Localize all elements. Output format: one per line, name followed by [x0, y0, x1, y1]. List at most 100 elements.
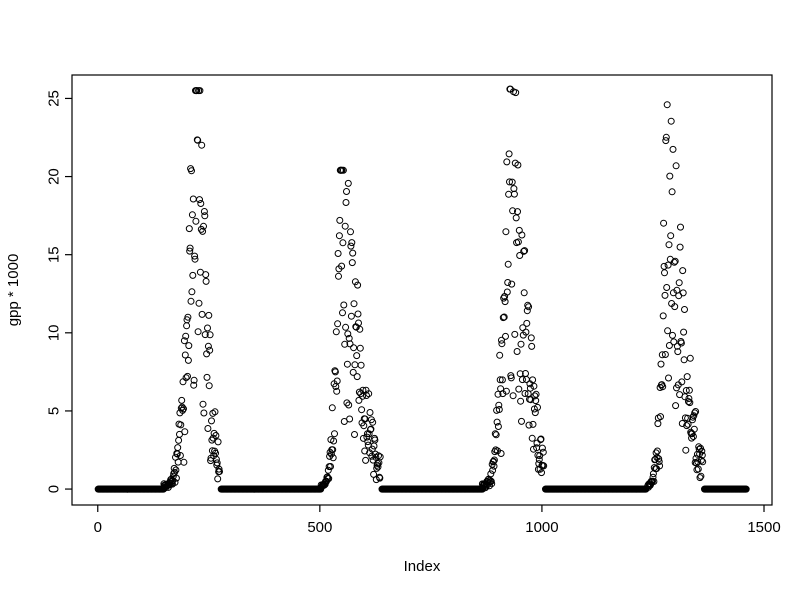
data-point	[528, 434, 536, 442]
data-point	[213, 459, 221, 467]
data-point	[528, 342, 536, 350]
data-point	[514, 208, 521, 216]
data-point	[209, 409, 217, 417]
data-point	[190, 376, 198, 384]
data-point	[697, 472, 705, 480]
data-point	[334, 320, 342, 328]
data-point	[523, 307, 531, 315]
axes-layer: 0 500 1000 1500 0 5 10 15 20 25	[46, 74, 781, 536]
data-point	[355, 396, 363, 404]
data-point	[649, 473, 657, 481]
data-point	[667, 232, 675, 240]
data-point	[184, 356, 192, 364]
data-point	[490, 456, 498, 464]
data-point	[494, 423, 502, 430]
data-point	[510, 190, 518, 198]
data-point	[537, 435, 545, 443]
data-point	[678, 378, 686, 386]
data-point	[683, 422, 691, 430]
y-tick-label: 10	[46, 324, 63, 341]
data-point	[185, 342, 193, 350]
data-point	[174, 458, 182, 466]
data-point	[205, 311, 213, 319]
data-point	[520, 289, 528, 297]
data-point	[536, 452, 544, 460]
data-point	[664, 261, 672, 269]
data-point	[693, 466, 701, 474]
data-point	[188, 288, 196, 296]
data-point	[674, 348, 682, 356]
data-point	[662, 137, 670, 145]
data-point	[665, 241, 673, 249]
data-point	[499, 390, 507, 398]
data-point	[201, 212, 209, 220]
data-point	[655, 455, 663, 463]
data-point	[206, 346, 214, 354]
data-point	[503, 158, 511, 166]
data-point	[168, 477, 176, 485]
data-point	[374, 460, 382, 467]
data-point	[175, 436, 183, 444]
data-point	[517, 397, 525, 405]
data-point	[694, 465, 702, 473]
data-point	[531, 392, 539, 400]
data-point	[689, 413, 697, 421]
data-point	[191, 252, 199, 260]
data-point	[339, 166, 347, 174]
data-point	[183, 322, 191, 330]
data-point	[487, 477, 495, 485]
data-point	[361, 447, 369, 455]
data-point	[184, 313, 192, 321]
data-point	[493, 418, 501, 426]
data-point	[515, 385, 523, 393]
data-point	[490, 457, 497, 465]
data-point	[509, 392, 517, 400]
data-point	[657, 360, 665, 368]
data-point	[368, 452, 376, 460]
data-point	[196, 87, 204, 95]
data-point	[356, 325, 364, 333]
data-point	[516, 370, 524, 378]
data-point	[506, 178, 513, 186]
data-point	[353, 373, 361, 381]
data-point	[201, 331, 209, 339]
data-point	[657, 413, 664, 421]
data-point	[529, 376, 537, 384]
data-point	[171, 478, 179, 486]
data-point	[347, 242, 355, 250]
data-point	[665, 342, 673, 349]
data-point	[512, 214, 520, 222]
data-point	[495, 401, 503, 409]
data-point	[660, 262, 668, 270]
data-point	[661, 351, 669, 358]
data-point	[685, 395, 693, 402]
data-point	[180, 405, 187, 413]
data-point	[177, 421, 185, 429]
data-point	[491, 430, 499, 438]
data-point	[497, 450, 505, 457]
data-point	[669, 331, 676, 339]
data-point	[680, 328, 688, 336]
data-point	[496, 351, 504, 359]
data-point	[190, 381, 198, 389]
data-point	[186, 244, 194, 252]
data-point	[338, 262, 346, 270]
data-point	[342, 199, 350, 206]
data-point	[685, 386, 693, 394]
data-point	[344, 179, 352, 187]
data-point	[679, 267, 687, 275]
data-point	[652, 449, 660, 457]
data-point	[680, 356, 688, 364]
data-point	[514, 161, 522, 169]
data-point	[679, 289, 687, 297]
data-point	[670, 338, 678, 346]
data-point	[356, 344, 364, 352]
data-point	[214, 438, 222, 446]
data-point	[527, 396, 535, 404]
data-point	[327, 463, 334, 470]
data-point	[532, 390, 540, 398]
data-point	[520, 247, 528, 255]
data-point	[354, 281, 362, 289]
data-point	[496, 376, 504, 384]
